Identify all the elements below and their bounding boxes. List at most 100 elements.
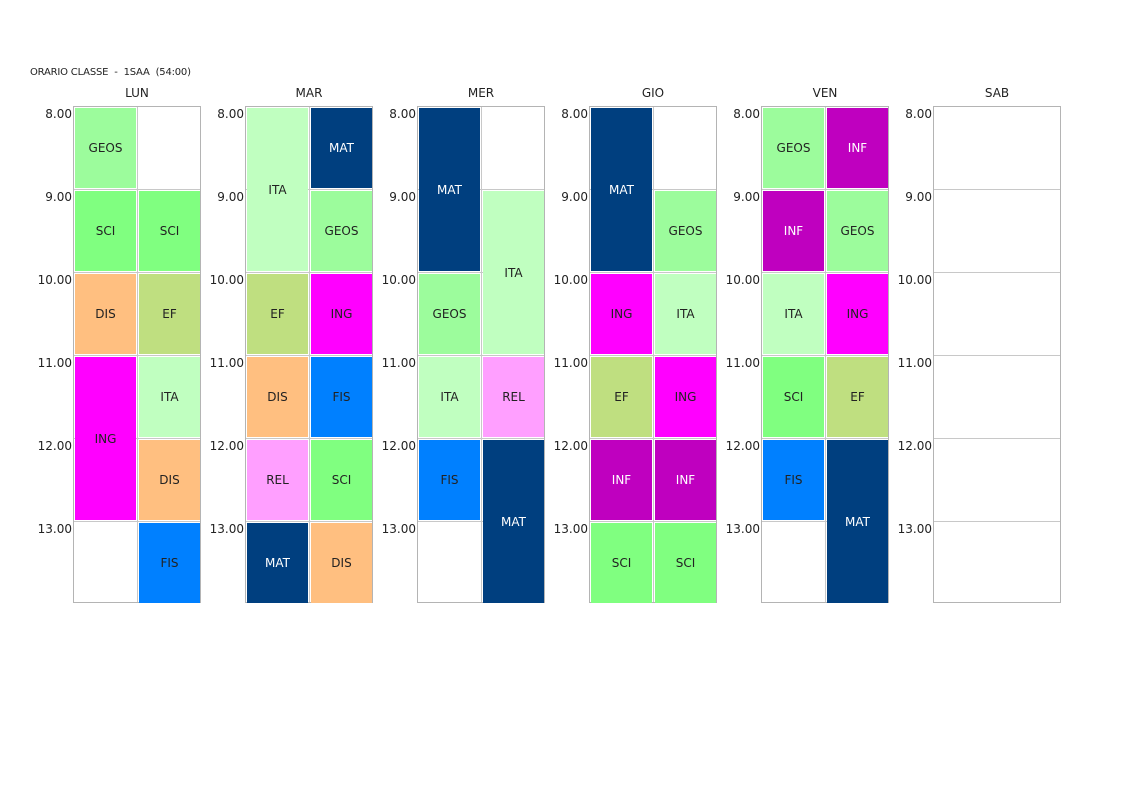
lesson-sci[interactable]: SCI	[139, 191, 200, 271]
lesson-dis[interactable]: DIS	[247, 357, 308, 437]
day-header: GIO	[641, 86, 665, 100]
lesson-ef[interactable]: EF	[247, 274, 308, 354]
hour-label: 11.00	[897, 356, 932, 370]
lesson-geos[interactable]: GEOS	[655, 191, 716, 271]
lesson-ef[interactable]: EF	[591, 357, 652, 437]
lesson-ef[interactable]: EF	[139, 274, 200, 354]
grid-column-divider	[309, 107, 310, 602]
hour-label: 13.00	[209, 522, 244, 536]
day-lun: LUN 8.00 9.00 10.00 11.00 12.00 13.00 GEOS SCI SC…	[36, 86, 234, 606]
hour-label: 9.00	[45, 190, 72, 204]
lesson-geos[interactable]: GEOS	[827, 191, 888, 271]
hour-label: 10.00	[209, 273, 244, 287]
grid-column-divider	[137, 107, 138, 602]
hour-label: 11.00	[381, 356, 416, 370]
hour-label: 9.00	[561, 190, 588, 204]
day-mar: MAR 8.00 9.00 10.00 11.00 12.00 13.00 ITA MAT GEO…	[208, 86, 406, 606]
lesson-ita[interactable]: ITA	[763, 274, 824, 354]
hour-label: 12.00	[897, 439, 932, 453]
lesson-geos[interactable]: GEOS	[311, 191, 372, 271]
lesson-geos[interactable]: GEOS	[763, 108, 824, 188]
grid-column-divider	[825, 107, 826, 602]
day-ven: VEN 8.00 9.00 10.00 11.00 12.00 13.00 GEOS INF IN…	[724, 86, 922, 606]
lesson-inf[interactable]: INF	[763, 191, 824, 271]
hour-label: 11.00	[725, 356, 760, 370]
lesson-geos[interactable]: GEOS	[419, 274, 480, 354]
lesson-ita[interactable]: ITA	[247, 108, 308, 271]
hour-label: 11.00	[553, 356, 588, 370]
lesson-mat[interactable]: MAT	[311, 108, 372, 188]
grid-row-divider	[934, 521, 1060, 522]
lesson-ita[interactable]: ITA	[139, 357, 200, 437]
day-gio: GIO 8.00 9.00 10.00 11.00 12.00 13.00 MAT GEOS IN…	[552, 86, 750, 606]
lesson-sci[interactable]: SCI	[591, 523, 652, 603]
lesson-inf[interactable]: INF	[655, 440, 716, 520]
hour-label: 13.00	[897, 522, 932, 536]
hour-label: 13.00	[553, 522, 588, 536]
lesson-rel[interactable]: REL	[247, 440, 308, 520]
hour-label: 13.00	[37, 522, 72, 536]
lesson-ing[interactable]: ING	[827, 274, 888, 354]
hour-label: 13.00	[725, 522, 760, 536]
lesson-sci[interactable]: SCI	[311, 440, 372, 520]
lesson-sci[interactable]: SCI	[75, 191, 136, 271]
day-grid: MAT GEOS ING ITA EF ING INF INF SCI SCI	[589, 106, 717, 603]
lesson-dis[interactable]: DIS	[139, 440, 200, 520]
lesson-dis[interactable]: DIS	[75, 274, 136, 354]
lesson-fis[interactable]: FIS	[311, 357, 372, 437]
hour-label: 10.00	[381, 273, 416, 287]
hour-label: 9.00	[733, 190, 760, 204]
day-grid	[933, 106, 1061, 603]
lesson-ef[interactable]: EF	[827, 357, 888, 437]
lesson-fis[interactable]: FIS	[139, 523, 200, 603]
lesson-sci[interactable]: SCI	[655, 523, 716, 603]
hour-label: 8.00	[389, 107, 416, 121]
grid-column-divider	[653, 107, 654, 602]
lesson-ita[interactable]: ITA	[419, 357, 480, 437]
lesson-fis[interactable]: FIS	[419, 440, 480, 520]
timetable-title: ORARIO CLASSE - 1SAA (54:00)	[30, 67, 191, 78]
grid-row-divider	[934, 189, 1060, 190]
hour-label: 9.00	[217, 190, 244, 204]
day-header: MER	[467, 86, 495, 100]
lesson-inf[interactable]: INF	[591, 440, 652, 520]
hour-label: 8.00	[561, 107, 588, 121]
hour-label: 11.00	[209, 356, 244, 370]
hour-label: 8.00	[45, 107, 72, 121]
hour-label: 10.00	[553, 273, 588, 287]
lesson-ita[interactable]: ITA	[655, 274, 716, 354]
day-header: MAR	[295, 86, 323, 100]
lesson-ing[interactable]: ING	[75, 357, 136, 520]
lesson-mat[interactable]: MAT	[827, 440, 888, 603]
lesson-ing[interactable]: ING	[591, 274, 652, 354]
hour-label: 12.00	[37, 439, 72, 453]
lesson-ita[interactable]: ITA	[483, 191, 544, 354]
hour-label: 10.00	[897, 273, 932, 287]
day-header: LUN	[125, 86, 149, 100]
hour-label: 9.00	[389, 190, 416, 204]
day-grid: MAT ITA GEOS ITA REL FIS MAT	[417, 106, 545, 603]
hour-label: 8.00	[733, 107, 760, 121]
hour-label: 10.00	[37, 273, 72, 287]
grid-row-divider	[934, 272, 1060, 273]
hour-label: 12.00	[381, 439, 416, 453]
day-mer: MER 8.00 9.00 10.00 11.00 12.00 13.00 MAT ITA GEO…	[380, 86, 578, 606]
hour-label: 8.00	[217, 107, 244, 121]
lesson-sci[interactable]: SCI	[763, 357, 824, 437]
lesson-rel[interactable]: REL	[483, 357, 544, 437]
grid-row-divider	[934, 355, 1060, 356]
lesson-dis[interactable]: DIS	[311, 523, 372, 603]
lesson-fis[interactable]: FIS	[763, 440, 824, 520]
lesson-mat[interactable]: MAT	[483, 440, 544, 603]
lesson-ing[interactable]: ING	[311, 274, 372, 354]
day-grid: ITA MAT GEOS EF ING DIS FIS REL SCI MAT DIS	[245, 106, 373, 603]
day-sab: SAB 8.00 9.00 10.00 11.00 12.00 13.00	[896, 86, 1094, 606]
lesson-ing[interactable]: ING	[655, 357, 716, 437]
hour-label: 8.00	[905, 107, 932, 121]
lesson-mat[interactable]: MAT	[419, 108, 480, 271]
lesson-mat[interactable]: MAT	[247, 523, 308, 603]
lesson-mat[interactable]: MAT	[591, 108, 652, 271]
lesson-geos[interactable]: GEOS	[75, 108, 136, 188]
day-grid: GEOS INF INF GEOS ITA ING SCI EF FIS MAT	[761, 106, 889, 603]
lesson-inf[interactable]: INF	[827, 108, 888, 188]
